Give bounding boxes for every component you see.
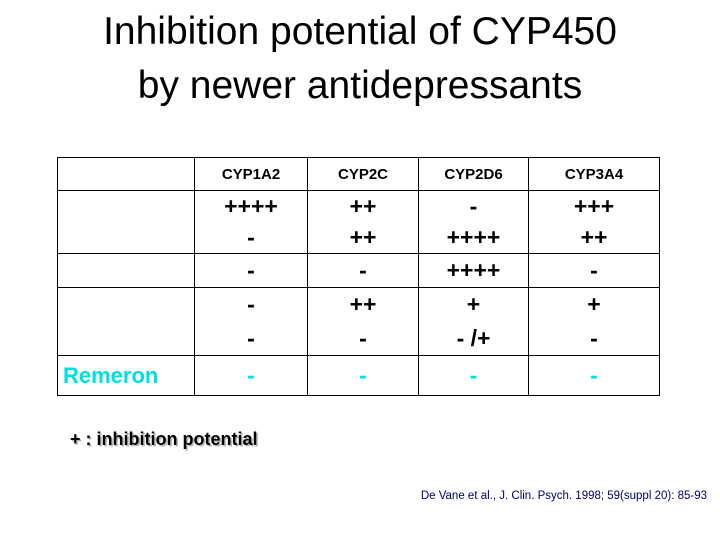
row-label: [57, 321, 195, 356]
table-row: - ++ + +: [57, 287, 660, 322]
legend-note: + : inhibition potential: [70, 429, 258, 449]
slide-title-line2: by newer antidepressants: [137, 64, 583, 107]
table-cell: ++: [307, 190, 419, 222]
slide-title: Inhibition potential of CYP450 by newer …: [0, 5, 720, 113]
row-label: [57, 253, 195, 288]
header-cyp2c: CYP2C: [307, 157, 419, 191]
row-label: [57, 190, 195, 222]
table-cell: -: [194, 287, 308, 322]
cyp-inhibition-table: CYP1A2 CYP2C CYP2D6 CYP3A4 ++++ ++ - +++…: [57, 157, 660, 396]
table-cell: -: [418, 355, 529, 396]
table-cell: -: [194, 355, 308, 396]
header-cyp2d6: CYP2D6: [418, 157, 529, 191]
row-label: [57, 221, 195, 254]
table-cell: ++++: [418, 253, 529, 288]
table-cell: +: [528, 287, 660, 322]
table-row: - ++ ++++ ++: [57, 221, 660, 254]
table-cell: -: [307, 253, 419, 288]
table-row: - - ++++ -: [57, 253, 660, 288]
table-row-remeron: Remeron - - - -: [57, 355, 660, 396]
table-cell: -: [307, 355, 419, 396]
table-cell: -: [528, 355, 660, 396]
table-cell: - /+: [418, 321, 529, 356]
slide-title-line1: Inhibition potential of CYP450: [103, 10, 617, 53]
table-row: - - - /+ -: [57, 321, 660, 356]
table-cell: ++++: [418, 221, 529, 254]
table-cell: ++: [307, 287, 419, 322]
citation: De Vane et al., J. Clin. Psych. 1998; 59…: [420, 490, 707, 502]
table-cell: ++: [528, 221, 660, 254]
header-cyp3a4: CYP3A4: [528, 157, 660, 191]
row-label: [57, 287, 195, 322]
table-cell: +++: [528, 190, 660, 222]
table-cell: -: [194, 321, 308, 356]
header-cyp1a2: CYP1A2: [194, 157, 308, 191]
table-cell: -: [194, 221, 308, 254]
table-cell: -: [528, 253, 660, 288]
table-cell: ++: [307, 221, 419, 254]
table-cell: -: [307, 321, 419, 356]
table-cell: -: [194, 253, 308, 288]
table-row: ++++ ++ - +++: [57, 190, 660, 222]
table-cell: -: [528, 321, 660, 356]
table-header-row: CYP1A2 CYP2C CYP2D6 CYP3A4: [57, 157, 660, 191]
row-label-remeron: Remeron: [57, 355, 195, 396]
table-cell: +: [418, 287, 529, 322]
table-cell: ++++: [194, 190, 308, 222]
header-blank: [57, 157, 195, 191]
table-cell: -: [418, 190, 529, 222]
